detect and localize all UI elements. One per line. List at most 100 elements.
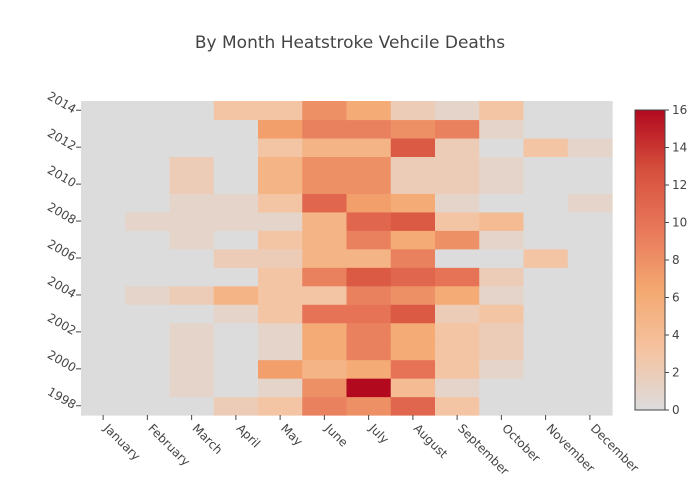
heatmap-cell <box>567 156 613 176</box>
heatmap-cell <box>523 230 569 250</box>
heatmap-cell <box>81 267 126 287</box>
heatmap-cell <box>81 322 126 342</box>
heatmap-cell <box>125 211 171 231</box>
heatmap-cell <box>523 341 569 361</box>
heatmap-cell <box>302 359 348 379</box>
heatmap-cell <box>81 285 126 305</box>
heatmap-cell <box>523 248 569 268</box>
heatmap-cell <box>523 378 569 398</box>
colorbar-tick-label: 6 <box>672 291 680 305</box>
chart-title: By Month Heatstroke Vehcile Deaths <box>194 33 506 53</box>
heatmap-cell <box>479 267 525 287</box>
heatmap-cell <box>302 193 348 213</box>
heatmap-cell <box>169 341 215 361</box>
heatmap-cell <box>125 396 171 416</box>
heatmap-cell <box>479 174 525 194</box>
heatmap-cell <box>435 174 480 194</box>
heatmap-cell <box>213 359 259 379</box>
y-tick-label: 2000 <box>45 347 78 374</box>
heatmap-cell <box>81 137 126 158</box>
heatmap-cell <box>213 267 259 287</box>
heatmap-cell <box>435 248 480 268</box>
heatmap-cell <box>479 193 525 213</box>
heatmap-cell <box>169 285 215 305</box>
heatmap-cell <box>390 101 436 121</box>
heatmap-cell <box>567 267 613 287</box>
colorbar-gradient <box>634 109 666 411</box>
heatmap-cell <box>258 119 303 139</box>
heatmap-cell <box>479 119 525 139</box>
heatmap-cell <box>258 359 303 379</box>
colorbar-tick-label: 0 <box>672 403 680 417</box>
heatmap-cell <box>346 137 392 158</box>
heatmap-cell <box>81 174 126 194</box>
heatmap-cell <box>81 248 126 268</box>
heatmap-cell <box>390 174 436 194</box>
heatmap-cell <box>346 304 392 324</box>
heatmap-cell <box>302 156 348 176</box>
heatmap-cell <box>479 378 525 398</box>
heatmap-cell <box>567 119 613 139</box>
y-tick-label: 2006 <box>45 237 78 264</box>
heatmap-cell <box>567 211 613 231</box>
heatmap-cell <box>302 267 348 287</box>
y-axis: 1998 2000 2002 2004 2006 2008 2010 2012 2014 <box>45 89 81 412</box>
heatmap-cell <box>523 211 569 231</box>
heatmap-cell <box>435 137 480 158</box>
heatmap-cell <box>346 101 392 121</box>
heatmap-cell <box>169 156 215 176</box>
heatmap-cell <box>523 101 569 121</box>
heatmap-cell <box>346 156 392 176</box>
heatmap-cell <box>169 137 215 158</box>
heatmap-cell <box>169 359 215 379</box>
heatmap-cell <box>523 322 569 342</box>
heatmap-cell <box>346 378 392 398</box>
heatmap-cell <box>390 396 436 416</box>
heatmap-cell <box>479 156 525 176</box>
heatmap-cell <box>169 396 215 416</box>
y-tick-label: 2010 <box>45 163 78 190</box>
heatmap-cell <box>258 248 303 268</box>
heatmap-cell <box>125 304 171 324</box>
heatmap-cell <box>346 267 392 287</box>
heatmap-cell <box>346 359 392 379</box>
heatmap-cell <box>523 193 569 213</box>
heatmap-cell <box>435 322 480 342</box>
heatmap-cell <box>302 248 348 268</box>
heatmap-cell <box>81 119 126 139</box>
heatmap-cell <box>258 101 303 121</box>
colorbar-tick-label: 8 <box>672 253 680 267</box>
heatmap-cell <box>390 137 436 158</box>
heatmap-cell <box>213 101 259 121</box>
heatmap-cell <box>435 285 480 305</box>
heatmap-cell <box>346 230 392 250</box>
heatmap-cell <box>523 396 569 416</box>
heatmap-cell <box>390 359 436 379</box>
heatmap-cell <box>125 101 171 121</box>
heatmap-cell <box>169 304 215 324</box>
heatmap-cell <box>346 119 392 139</box>
x-tick-label: March <box>190 421 226 457</box>
heatmap-cell <box>479 211 525 231</box>
heatmap-cell <box>258 378 303 398</box>
heatmap-cell <box>390 267 436 287</box>
heatmap-cell <box>523 267 569 287</box>
heatmap-cell <box>213 285 259 305</box>
heatmap-cell <box>213 322 259 342</box>
heatmap-cell <box>523 174 569 194</box>
colorbar-tick-label: 10 <box>672 216 687 230</box>
heatmap-cell <box>479 230 525 250</box>
x-tick-label: June <box>322 421 351 450</box>
heatmap-cell <box>346 396 392 416</box>
heatmap-cell <box>81 359 126 379</box>
y-tick-label: 2008 <box>45 200 78 227</box>
heatmap-cell <box>479 322 525 342</box>
heatmap-cell <box>479 396 525 416</box>
heatmap-cell <box>125 174 171 194</box>
heatmap-cell <box>523 359 569 379</box>
heatmap-cell <box>567 174 613 194</box>
heatmap-cell <box>523 304 569 324</box>
heatmap-cell <box>81 304 126 324</box>
y-tick-label: 2014 <box>45 89 78 116</box>
